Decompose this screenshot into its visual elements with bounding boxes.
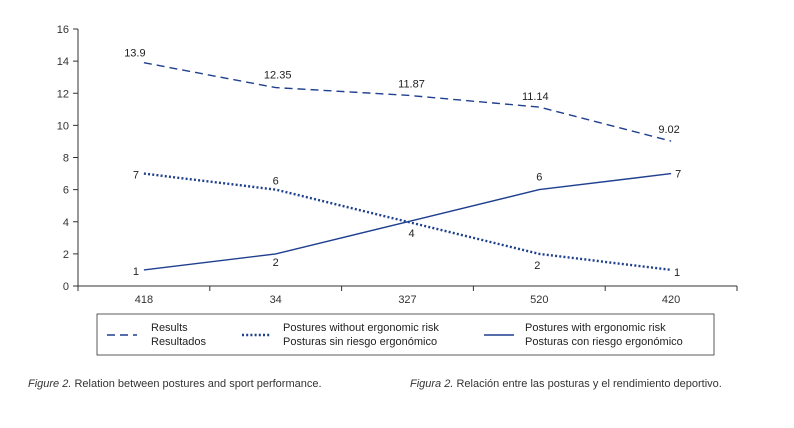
data-labels: 13.9 12.35 11.87 11.14 9.02 7 6 4 2 1 1 2 6 7 [124,48,681,279]
y-tick-label: 6 [63,185,69,197]
legend-label-en: Results [151,322,188,334]
caption-spanish-prefix: Figura 2. [410,378,454,390]
series-layer [143,62,672,272]
x-tick-label: 34 [270,294,282,306]
data-label: 7 [133,170,139,182]
figure-caption-spanish: Figura 2. Relación entre las posturas y … [410,378,722,390]
y-tick-label: 12 [57,88,69,100]
y-axis: 0 2 4 6 8 10 12 14 16 [57,24,79,293]
caption-english-text: Relation between postures and sport perf… [74,378,322,390]
series-line-0 [143,62,672,142]
legend-label-en: Postures with ergonomic risk [525,322,666,334]
data-label: 1 [674,267,680,279]
legend-box [96,313,715,356]
legend-label-es: Posturas sin riesgo ergonómico [283,336,437,348]
data-label: 12.35 [264,70,292,82]
data-label: 2 [273,257,279,269]
data-label: 11.87 [398,78,425,90]
y-tick-label: 0 [63,281,69,293]
y-tick-label: 4 [63,217,69,229]
data-label: 11.14 [522,91,549,103]
data-label: 2 [534,260,540,272]
x-tick-label: 420 [662,294,680,306]
figure-caption-english: Figure 2. Relation between postures and … [28,378,322,390]
y-tick-label: 16 [57,24,69,36]
y-tick-label: 10 [57,120,69,132]
legend-label-es: Resultados [151,336,207,348]
data-label: 9.02 [658,124,679,136]
caption-spanish-text: Relación entre las posturas y el rendimi… [456,378,722,390]
y-tick-label: 14 [57,56,69,68]
legend-label-es: Posturas con riesgo ergonómico [525,336,683,348]
data-label: 6 [273,176,279,188]
y-tick-label: 2 [63,249,69,261]
x-axis: 418 34 327 520 420 [77,285,738,306]
data-label: 6 [536,172,542,184]
data-label: 4 [408,228,414,240]
x-tick-label: 418 [135,294,153,306]
data-label: 13.9 [124,48,145,60]
x-tick-label: 520 [530,294,548,306]
x-tick-label: 327 [398,294,416,306]
data-label: 7 [675,169,681,181]
caption-english-prefix: Figure 2. [28,378,72,390]
series-line-1 [143,172,672,272]
series-line-2 [143,172,672,271]
data-label: 1 [133,266,139,278]
legend: Results Resultados Postures without ergono… [96,313,715,356]
legend-label-en: Postures without ergonomic risk [283,322,439,334]
y-tick-label: 8 [63,153,69,165]
